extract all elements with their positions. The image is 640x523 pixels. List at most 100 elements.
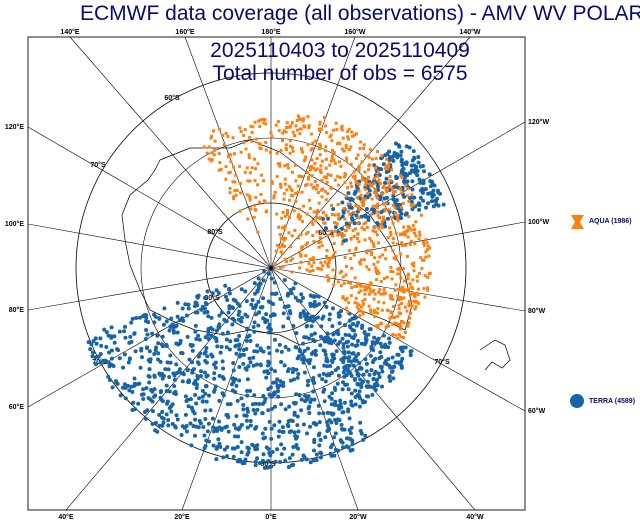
terra-obs-point — [93, 355, 98, 360]
aqua-obs-point — [362, 143, 366, 147]
aqua-obs-point — [307, 126, 311, 130]
terra-obs-point — [195, 303, 200, 308]
terra-obs-point — [240, 315, 245, 320]
terra-obs-point — [269, 291, 274, 296]
aqua-obs-point — [248, 135, 252, 139]
aqua-obs-point — [341, 136, 345, 140]
terra-obs-point — [404, 160, 409, 165]
aqua-obs-point — [299, 127, 303, 131]
aqua-obs-point — [250, 139, 254, 143]
terra-obs-point — [179, 433, 184, 438]
aqua-obs-point — [308, 165, 312, 169]
aqua-obs-point — [290, 189, 294, 193]
terra-obs-point — [109, 325, 114, 330]
terra-obs-point — [323, 352, 328, 357]
aqua-obs-point — [313, 161, 317, 165]
terra-obs-point — [316, 294, 321, 299]
terra-obs-point — [203, 349, 208, 354]
terra-obs-point — [385, 216, 390, 221]
aqua-obs-point — [311, 234, 315, 238]
aqua-obs-point — [357, 204, 361, 208]
terra-obs-point — [262, 317, 267, 322]
aqua-obs-point — [291, 146, 295, 150]
aqua-obs-point — [385, 190, 389, 194]
aqua-obs-point — [311, 268, 315, 272]
terra-obs-point — [374, 377, 379, 382]
terra-obs-point — [218, 445, 223, 450]
terra-obs-point — [167, 389, 172, 394]
aqua-obs-point — [357, 189, 361, 193]
aqua-obs-point — [377, 300, 381, 304]
title-line2: 2025110403 to 2025110409 — [210, 39, 470, 62]
meridian-line — [27, 126, 272, 269]
terra-obs-point — [314, 458, 319, 463]
terra-obs-point — [330, 442, 335, 447]
lat-label: 80°S — [204, 294, 220, 302]
aqua-obs-point — [317, 127, 321, 131]
terra-obs-point — [416, 202, 421, 207]
terra-obs-point — [345, 382, 350, 387]
terra-obs-point — [241, 402, 246, 407]
aqua-obs-point — [283, 177, 287, 181]
aqua-obs-point — [326, 262, 330, 266]
aqua-obs-point — [373, 187, 377, 191]
aqua-obs-point — [373, 310, 377, 314]
aqua-obs-point — [335, 128, 339, 132]
aqua-obs-point — [296, 190, 300, 194]
aqua-obs-point — [319, 240, 323, 244]
aqua-obs-point — [345, 156, 349, 160]
terra-obs-point — [208, 408, 213, 413]
terra-obs-point — [199, 369, 204, 374]
aqua-obs-point — [369, 311, 373, 315]
terra-obs-point — [328, 339, 333, 344]
aqua-obs-point — [394, 231, 398, 235]
terra-obs-point — [168, 360, 173, 365]
aqua-obs-point — [394, 257, 398, 261]
aqua-obs-point — [310, 220, 314, 224]
legend-aqua: AQUA (1986) — [589, 218, 632, 225]
aqua-obs-point — [357, 169, 361, 173]
terra-obs-point — [233, 390, 238, 395]
aqua-obs-point — [412, 261, 416, 265]
aqua-obs-point — [253, 203, 257, 207]
terra-obs-point — [203, 408, 208, 413]
terra-obs-point — [312, 440, 317, 445]
terra-obs-point — [281, 384, 286, 389]
terra-obs-point — [153, 348, 158, 353]
aqua-obs-point — [408, 226, 412, 230]
aqua-obs-point — [324, 175, 328, 179]
aqua-obs-point — [406, 287, 410, 291]
terra-obs-point — [122, 352, 127, 357]
terra-obs-point — [272, 337, 277, 342]
aqua-obs-point — [249, 207, 253, 211]
aqua-obs-point — [320, 195, 324, 199]
terra-obs-point — [275, 348, 280, 353]
terra-obs-point — [387, 375, 392, 380]
terra-obs-point — [98, 360, 103, 365]
terra-obs-point — [173, 391, 178, 396]
terra-obs-point — [301, 295, 306, 300]
terra-obs-point — [237, 347, 242, 352]
terra-obs-point — [368, 353, 373, 358]
aqua-obs-point — [309, 132, 313, 136]
terra-obs-point — [246, 364, 251, 369]
aqua-obs-point — [359, 193, 363, 197]
aqua-obs-point — [277, 225, 281, 229]
aqua-obs-point — [306, 143, 310, 147]
terra-obs-point — [212, 387, 217, 392]
aqua-obs-point — [343, 255, 347, 259]
terra-obs-point — [375, 221, 380, 226]
aqua-obs-point — [365, 177, 369, 181]
meridian-line — [270, 267, 476, 511]
aqua-obs-point — [256, 230, 260, 234]
terra-obs-point — [132, 331, 137, 336]
aqua-obs-point — [276, 162, 280, 166]
aqua-obs-point — [313, 180, 317, 184]
aqua-obs-point — [387, 208, 391, 212]
terra-obs-point — [312, 397, 317, 402]
terra-obs-point — [204, 438, 209, 443]
terra-obs-point — [243, 366, 248, 371]
aqua-obs-point — [254, 167, 258, 171]
terra-obs-point — [166, 423, 171, 428]
terra-obs-point — [144, 327, 149, 332]
